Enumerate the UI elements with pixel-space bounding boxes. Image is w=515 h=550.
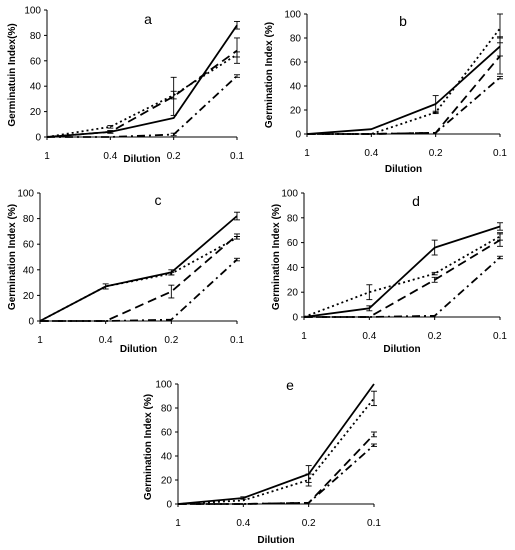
series-line-dashdot bbox=[40, 258, 238, 322]
y-tick-label: 80 bbox=[287, 213, 299, 224]
x-tick-label: 1 bbox=[37, 335, 43, 346]
y-tick-label: 20 bbox=[161, 476, 173, 487]
y-tick-label: 0 bbox=[166, 500, 172, 511]
series-line-dashdot bbox=[307, 76, 501, 135]
series-line-dashed bbox=[40, 234, 238, 322]
y-tick-label: 20 bbox=[290, 106, 302, 117]
series-line-dashdot bbox=[178, 444, 375, 505]
panel-letter: b bbox=[399, 13, 407, 29]
x-tick-label: 1 bbox=[44, 151, 50, 162]
y-tick-label: 40 bbox=[30, 82, 42, 93]
x-tick-label: 0.4 bbox=[236, 518, 250, 529]
series-line-dashdot bbox=[47, 75, 238, 138]
y-tick-label: 60 bbox=[287, 238, 299, 249]
y-tick-label: 100 bbox=[17, 189, 34, 200]
x-tick-label: 0.4 bbox=[364, 148, 378, 159]
y-tick-label: 0 bbox=[28, 317, 34, 328]
y-tick-label: 0 bbox=[35, 133, 41, 144]
x-tick-label: 0.1 bbox=[493, 148, 507, 159]
panel-letter: c bbox=[155, 192, 162, 208]
x-tick-label: 1 bbox=[301, 331, 307, 342]
series-line-dashed bbox=[46, 49, 238, 138]
series-line-dashed bbox=[304, 239, 501, 318]
y-tick-label: 80 bbox=[161, 404, 173, 415]
x-tick-label: 0.1 bbox=[230, 151, 244, 162]
y-tick-label: 80 bbox=[290, 34, 302, 45]
y-tick-label: 20 bbox=[23, 291, 35, 302]
y-tick-label: 20 bbox=[287, 288, 299, 299]
series-line-solid bbox=[303, 225, 501, 318]
x-tick-label: 0.4 bbox=[103, 151, 117, 162]
y-axis-label: Germination Index (%) bbox=[7, 204, 18, 310]
x-tick-label: 0.1 bbox=[367, 518, 381, 529]
x-tick-label: 1 bbox=[175, 518, 181, 529]
x-axis-label: Dilution bbox=[257, 535, 294, 546]
y-tick-label: 80 bbox=[30, 31, 42, 42]
panel-letter: d bbox=[412, 193, 420, 209]
x-tick-label: 0.1 bbox=[493, 331, 507, 342]
x-tick-label: 0.2 bbox=[167, 151, 181, 162]
x-tick-label: 0.2 bbox=[164, 335, 178, 346]
series-line-dashed bbox=[178, 433, 375, 505]
y-tick-label: 40 bbox=[287, 263, 299, 274]
y-axis-label: Germinatuin Index(%) bbox=[7, 23, 18, 126]
series-line-dotted bbox=[303, 235, 501, 318]
y-tick-label: 40 bbox=[290, 82, 302, 93]
x-tick-label: 0.2 bbox=[302, 518, 316, 529]
y-axis-label: Germination Index (%) bbox=[271, 204, 282, 310]
x-tick-label: 0.2 bbox=[428, 331, 442, 342]
y-tick-label: 60 bbox=[30, 56, 42, 67]
panel-b: 0 20 40 60 80 100 1 0.4 0.2 0.1 Dilution Germinatio… bbox=[264, 10, 507, 176]
panel-e: 0 20 40 60 80 100 1 0.4 0.2 0.1 Dilution Germinatio… bbox=[143, 377, 381, 546]
x-axis-label: Dilution bbox=[383, 344, 420, 355]
y-tick-label: 100 bbox=[24, 6, 41, 17]
series-line-dotted bbox=[307, 27, 501, 135]
y-tick-label: 60 bbox=[161, 428, 173, 439]
x-tick-label: 0.4 bbox=[362, 331, 376, 342]
y-tick-label: 0 bbox=[292, 313, 298, 324]
series-line-solid bbox=[46, 24, 238, 138]
series-line-solid bbox=[306, 45, 501, 135]
series-line-dashdot bbox=[304, 256, 501, 318]
x-tick-label: 0.4 bbox=[99, 335, 113, 346]
y-tick-label: 100 bbox=[155, 380, 172, 391]
series-line-solid bbox=[177, 383, 375, 505]
y-tick-label: 0 bbox=[295, 130, 301, 141]
y-tick-label: 60 bbox=[290, 58, 302, 69]
x-axis-label: Dilution bbox=[123, 154, 160, 165]
y-tick-label: 60 bbox=[23, 240, 35, 251]
series-line-dotted bbox=[177, 397, 375, 505]
x-axis-label: Dilution bbox=[385, 164, 422, 175]
y-tick-label: 100 bbox=[284, 10, 301, 21]
x-tick-label: 1 bbox=[304, 148, 310, 159]
panel-letter: e bbox=[286, 377, 294, 393]
series-line-solid bbox=[39, 215, 238, 322]
panel-d: 0 20 40 60 80 100 1 0.4 0.2 0.1 Dilution Germinatio… bbox=[271, 189, 507, 356]
panel-a: 0 20 40 60 80 100 1 0.4 0.2 0.1 Dilution Germinatui… bbox=[7, 6, 244, 166]
x-tick-label: 0.1 bbox=[230, 335, 244, 346]
x-tick-label: 0.2 bbox=[429, 148, 443, 159]
y-tick-label: 20 bbox=[30, 107, 42, 118]
y-tick-label: 40 bbox=[23, 265, 35, 276]
y-axis-label: Germination Index (%) bbox=[143, 394, 154, 500]
x-axis-label: Dilution bbox=[120, 344, 157, 355]
y-tick-label: 100 bbox=[281, 189, 298, 200]
y-tick-label: 40 bbox=[161, 452, 173, 463]
series-line-dashed bbox=[307, 55, 501, 135]
panel-letter: a bbox=[144, 11, 152, 27]
panel-c: 0 20 40 60 80 100 1 0.4 0.2 0.1 Dilution Germinatio… bbox=[7, 189, 244, 356]
y-tick-label: 80 bbox=[23, 214, 35, 225]
y-axis-label: Germination Index (%) bbox=[264, 22, 275, 128]
